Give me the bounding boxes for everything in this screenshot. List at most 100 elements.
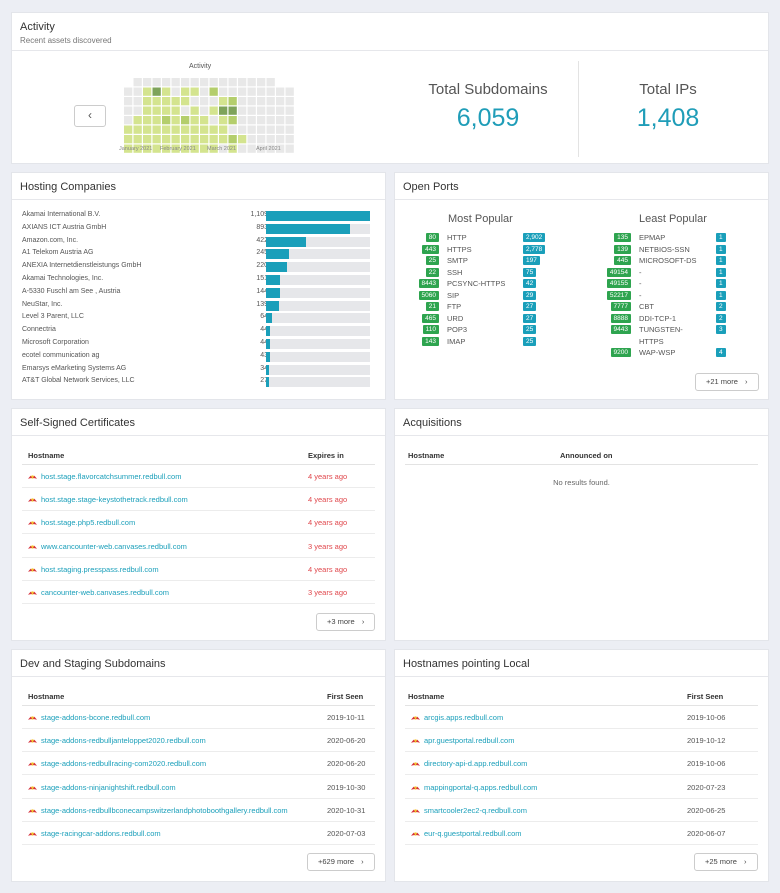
redbull-logo-icon <box>28 568 37 572</box>
port-service-name: - <box>639 279 642 288</box>
heatmap-cell <box>152 135 161 144</box>
hosting-bar-track <box>266 377 370 388</box>
heatmap-cell <box>209 125 218 134</box>
port-number-badge: 49154 <box>606 267 631 277</box>
port-number-badge: 8888 <box>610 313 631 323</box>
selfsigned-title: Self-Signed Certificates <box>20 417 135 429</box>
selfsigned-more-button[interactable]: +3 more › <box>316 613 376 631</box>
hosting-bar <box>266 275 281 285</box>
port-service-name: PCSYNC-HTTPS <box>447 279 506 288</box>
hostname-text: cancounter-web.canvases.redbull.com <box>41 588 169 597</box>
port-row: 110 POP3 25 <box>395 325 770 335</box>
col-expires: Expires in <box>308 451 344 460</box>
devstage-more-button[interactable]: +629 more › <box>307 853 375 871</box>
heatmap-cell <box>276 78 285 87</box>
hostname-link[interactable]: www.cancounter-web.canvases.redbull.com <box>28 542 187 551</box>
hostname-link[interactable]: host.stage.php5.redbull.com <box>28 518 135 527</box>
heatmap-cell <box>124 87 133 96</box>
heatmap-cell <box>247 116 256 125</box>
heatmap-prev-button[interactable]: ‹ <box>74 105 106 127</box>
port-service-name: URD <box>447 313 464 323</box>
activity-subtitle: Recent assets discovered <box>20 36 112 45</box>
hostname-link[interactable]: stage-addons-ninjanightshift.redbull.com <box>28 783 176 792</box>
heatmap-cell <box>200 144 209 153</box>
hostname-text: host.stage.php5.redbull.com <box>41 518 136 528</box>
hosting-company-name: A-5330 Fuschl am See , Austria <box>22 287 121 295</box>
hostname-link[interactable]: stage-racingcar-addons.redbull.com <box>28 829 161 838</box>
hostname-link[interactable]: host.staging.presspass.redbull.com <box>28 565 159 574</box>
hosting-bar-track <box>266 275 370 285</box>
heatmap-cell <box>228 116 237 125</box>
table-header-divider <box>22 705 375 706</box>
hostname-link[interactable]: stage-addons-redbullracing-com2020.redbu… <box>28 759 206 768</box>
col-announced: Announced on <box>560 451 613 460</box>
hostname-link[interactable]: stage-addons-redbullbconecampswitzerland… <box>28 806 288 815</box>
heatmap-cell <box>285 97 294 106</box>
hosting-company-count: 220 <box>256 262 268 270</box>
heatmap-cell <box>276 135 285 144</box>
hostname-text: www.cancounter-web.canvases.redbull.com <box>41 541 187 551</box>
hostname-link[interactable]: stage-addons-bcone.redbull.com <box>28 713 150 722</box>
heatmap-cell <box>228 125 237 134</box>
port-row: 7777 CBT 2 <box>395 302 770 312</box>
port-service-name: FTP <box>447 302 462 311</box>
hostname-link[interactable]: host.stage.flavorcatchsummer.redbull.com <box>28 472 181 481</box>
heatmap-cell <box>152 116 161 125</box>
heatmap-cell <box>162 87 171 96</box>
heatmap-cell <box>152 78 161 87</box>
heatmap-cell <box>200 116 209 125</box>
heatmap-cell <box>152 125 161 134</box>
heatmap-cell <box>162 106 171 115</box>
acquisitions-table: Hostname Announced on No results found. <box>405 451 758 511</box>
heatmap-cell <box>228 78 237 87</box>
redbull-logo-icon <box>28 544 37 549</box>
hostname-link[interactable]: apr.guestportal.redbull.com <box>411 736 514 745</box>
hostname-link[interactable]: cancounter-web.canvases.redbull.com <box>28 588 169 597</box>
hosting-row: ecotel communication ag 43 <box>22 351 372 363</box>
hosting-row: Akamai International B.V. 1,109 <box>22 210 372 222</box>
heatmap-cell <box>133 97 142 106</box>
local-title: Hostnames pointing Local <box>403 658 530 670</box>
heatmap-cell <box>247 125 256 134</box>
port-service-name: CBT <box>639 302 654 311</box>
heatmap-cell <box>247 144 256 153</box>
port-service-name: HTTPS <box>639 336 664 346</box>
hosting-company-name: Emarsys eMarketing Systems AG <box>22 364 127 372</box>
port-number-badge: 9443 <box>610 325 631 334</box>
ports-more-button[interactable]: +21 more › <box>695 373 759 391</box>
col-hostname: Hostname <box>408 692 445 701</box>
expires-value: 4 years ago <box>308 495 348 505</box>
hosting-header: Hosting Companies <box>12 173 385 200</box>
heatmap-title: Activity <box>189 63 212 70</box>
local-more-button[interactable]: +25 more › <box>694 853 758 871</box>
hosting-company-name: Level 3 Parent, LLC <box>22 313 84 321</box>
stat-divider <box>578 61 579 157</box>
hosting-company-name: NeuStar, Inc. <box>22 300 63 308</box>
hostname-link[interactable]: host.stage.stage-keystothetrack.redbull.… <box>28 495 188 504</box>
hostname-link[interactable]: directory-api-d.app.redbull.com <box>411 759 527 768</box>
dev-staging-card: Dev and Staging Subdomains Hostname Firs… <box>11 649 386 882</box>
hostname-text: mappingportal-q.apps.redbull.com <box>424 782 538 792</box>
heatmap-cell <box>143 116 152 125</box>
redbull-logo-icon <box>28 521 37 526</box>
table-row: eur-q.guestportal.redbull.com 2020-06-07 <box>405 822 758 845</box>
port-count-badge: 1 <box>716 233 726 242</box>
hostname-link[interactable]: arcgis.apps.redbull.com <box>411 713 503 722</box>
hostname-link[interactable]: eur-q.guestportal.redbull.com <box>411 829 522 838</box>
hosting-company-name: Microsoft Corporation <box>22 339 89 346</box>
hosting-company-count: 151 <box>256 275 268 282</box>
hostname-link[interactable]: stage-addons-redbulljanteloppet2020.redb… <box>28 736 206 745</box>
heatmap-cell <box>257 78 266 87</box>
hostname-link[interactable]: mappingportal-q.apps.redbull.com <box>411 783 537 792</box>
redbull-logo-icon <box>411 716 420 720</box>
heatmap-cell <box>276 144 285 153</box>
activity-header: Activity Recent assets discovered <box>12 13 768 51</box>
heatmap-cell <box>171 116 180 125</box>
hostname-text: host.staging.presspass.redbull.com <box>41 564 159 574</box>
hostname-link[interactable]: smartcooler2ec2-q.redbull.com <box>411 806 527 815</box>
hosting-company-count: 1,109 <box>250 211 268 218</box>
redbull-logo-icon <box>411 785 420 790</box>
port-number-badge: 445 <box>614 256 631 265</box>
chevron-right-icon: › <box>361 617 365 626</box>
port-service-name: - <box>639 290 642 300</box>
